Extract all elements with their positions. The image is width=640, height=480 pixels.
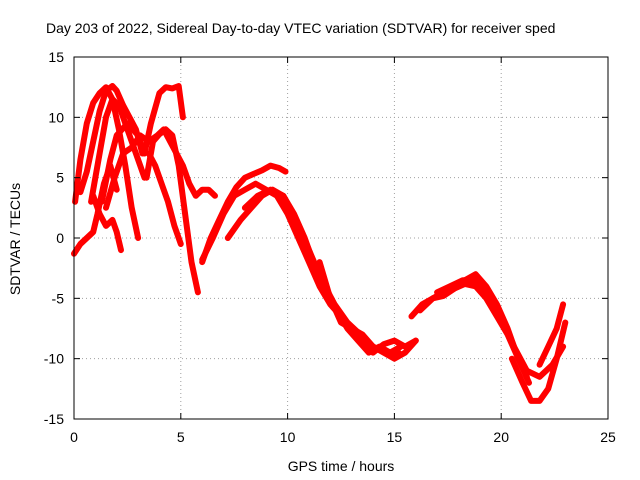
chart-title: Day 203 of 2022, Sidereal Day-to-day VTE… (46, 20, 555, 36)
series-line-arc-8 (143, 126, 201, 296)
y-tick-label: 10 (48, 109, 64, 125)
series-line-arc-4 (88, 96, 148, 205)
series-line-arc-5 (90, 192, 124, 254)
y-tick-label: 0 (56, 230, 64, 246)
x-tick-label: 0 (70, 429, 78, 445)
series-line-arc-3 (77, 83, 146, 196)
series-line-arc-7 (103, 126, 218, 211)
axis-ticks (73, 56, 609, 420)
y-tick-label: 5 (56, 170, 64, 186)
x-tick-label: 20 (493, 429, 509, 445)
y-tick-label: -5 (52, 290, 65, 306)
x-tick-label: 5 (177, 429, 185, 445)
x-axis-label: GPS time / hours (288, 458, 395, 474)
series-line-arc-14 (316, 259, 419, 362)
series-line-arc-17 (434, 277, 567, 380)
y-tick-label: 15 (48, 49, 64, 65)
x-tick-label: 15 (387, 429, 403, 445)
data-series (71, 83, 569, 404)
series-line-arc-19 (536, 301, 567, 368)
series-line-arc-12 (224, 186, 404, 356)
x-tick-label: 10 (280, 429, 296, 445)
x-tick-labels: 0 5 10 15 20 25 (70, 429, 616, 445)
series-line-arc-11 (199, 180, 419, 356)
y-axis-label: SDTVAR / TECUs (7, 183, 23, 295)
series-line-arc-9 (145, 150, 184, 247)
series-line-arc-18 (508, 319, 569, 404)
y-tick-labels: -15 -10 -5 0 5 10 15 (44, 49, 64, 427)
x-tick-label: 25 (600, 429, 616, 445)
y-tick-label: -15 (44, 411, 64, 427)
y-tick-label: -10 (44, 351, 64, 367)
